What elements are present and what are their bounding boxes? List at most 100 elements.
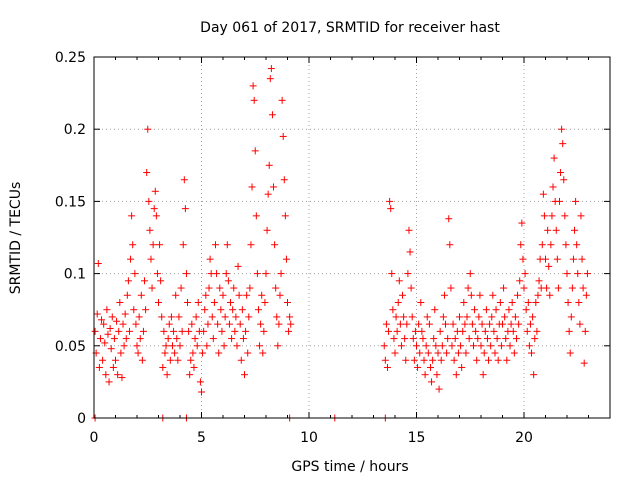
data-point (145, 197, 153, 205)
data-point (158, 313, 166, 321)
data-point (203, 342, 211, 350)
data-point (281, 212, 289, 220)
data-point (422, 342, 430, 350)
data-point (275, 320, 283, 328)
data-point (535, 277, 543, 285)
data-point (239, 335, 247, 343)
data-point (469, 342, 477, 350)
data-point (421, 371, 429, 379)
plot-frame (93, 56, 611, 419)
data-point (202, 291, 210, 299)
data-point (397, 342, 405, 350)
data-point (446, 241, 454, 249)
data-point (131, 270, 139, 278)
data-point (410, 356, 418, 364)
data-point (477, 342, 485, 350)
data-point (511, 313, 519, 321)
data-point (425, 320, 433, 328)
data-point (419, 335, 427, 343)
data-point (390, 335, 398, 343)
data-point (499, 320, 506, 328)
data-point (276, 291, 284, 299)
data-point (91, 327, 99, 335)
data-point (119, 320, 127, 328)
data-point (134, 349, 142, 357)
data-point (155, 298, 162, 306)
data-point (439, 313, 447, 321)
data-point (411, 327, 419, 335)
y-tick-label: 0.05 (55, 339, 86, 355)
data-point (170, 327, 178, 335)
data-point (284, 298, 291, 306)
data-point (204, 320, 212, 328)
data-point (542, 255, 549, 263)
data-point (149, 241, 157, 249)
data-point (503, 356, 511, 364)
data-point (159, 363, 167, 371)
data-point (144, 125, 152, 133)
data-point (385, 327, 393, 335)
data-point (407, 284, 415, 292)
data-point (157, 277, 165, 285)
data-point (231, 327, 239, 335)
data-point (462, 349, 470, 357)
data-point (572, 197, 580, 205)
data-point (386, 197, 394, 205)
data-point (552, 226, 560, 234)
data-point (178, 327, 186, 335)
x-tick-label: 10 (300, 430, 318, 446)
data-point (549, 183, 557, 191)
data-point (94, 259, 102, 267)
data-point (185, 327, 193, 335)
data-point (579, 284, 587, 292)
data-point (489, 291, 497, 299)
data-point (395, 277, 403, 285)
data-point (569, 255, 577, 263)
data-point (523, 327, 531, 335)
data-point (193, 342, 201, 350)
data-point (512, 335, 520, 343)
chart-title: Day 061 of 2017, SRMTID for receiver has… (200, 20, 500, 36)
data-point (216, 284, 224, 292)
data-point (486, 320, 494, 328)
data-point (242, 327, 250, 335)
data-point (102, 371, 110, 379)
data-point (108, 313, 116, 321)
data-point (476, 291, 484, 299)
data-point (510, 349, 518, 357)
data-point (483, 335, 491, 343)
data-point (184, 298, 192, 306)
data-point (141, 277, 149, 285)
data-point (458, 363, 466, 371)
x-tick-label: 5 (197, 430, 206, 446)
data-point (474, 335, 482, 343)
data-point (221, 313, 229, 321)
data-point (186, 371, 194, 379)
data-point (100, 320, 108, 328)
x-tick-label: 20 (515, 430, 533, 446)
x-axis-label: GPS time / hours (291, 459, 408, 475)
data-point (406, 248, 414, 256)
data-point (163, 371, 171, 379)
data-point (393, 327, 401, 335)
data-point (287, 320, 295, 328)
grid-layer (94, 57, 610, 418)
data-point (487, 342, 495, 350)
data-point (201, 306, 209, 314)
data-point (234, 262, 242, 270)
data-point (580, 359, 588, 367)
data-point (286, 313, 294, 321)
data-point (571, 226, 579, 234)
data-point (225, 320, 233, 328)
data-point (518, 219, 526, 227)
data-point (429, 356, 437, 364)
data-point (578, 255, 586, 263)
data-point (224, 277, 232, 285)
data-point (135, 313, 143, 321)
data-point (460, 298, 468, 306)
data-point (475, 313, 483, 321)
data-point (138, 356, 146, 364)
data-point (191, 335, 199, 343)
x-tick-label: 0 (90, 430, 99, 446)
